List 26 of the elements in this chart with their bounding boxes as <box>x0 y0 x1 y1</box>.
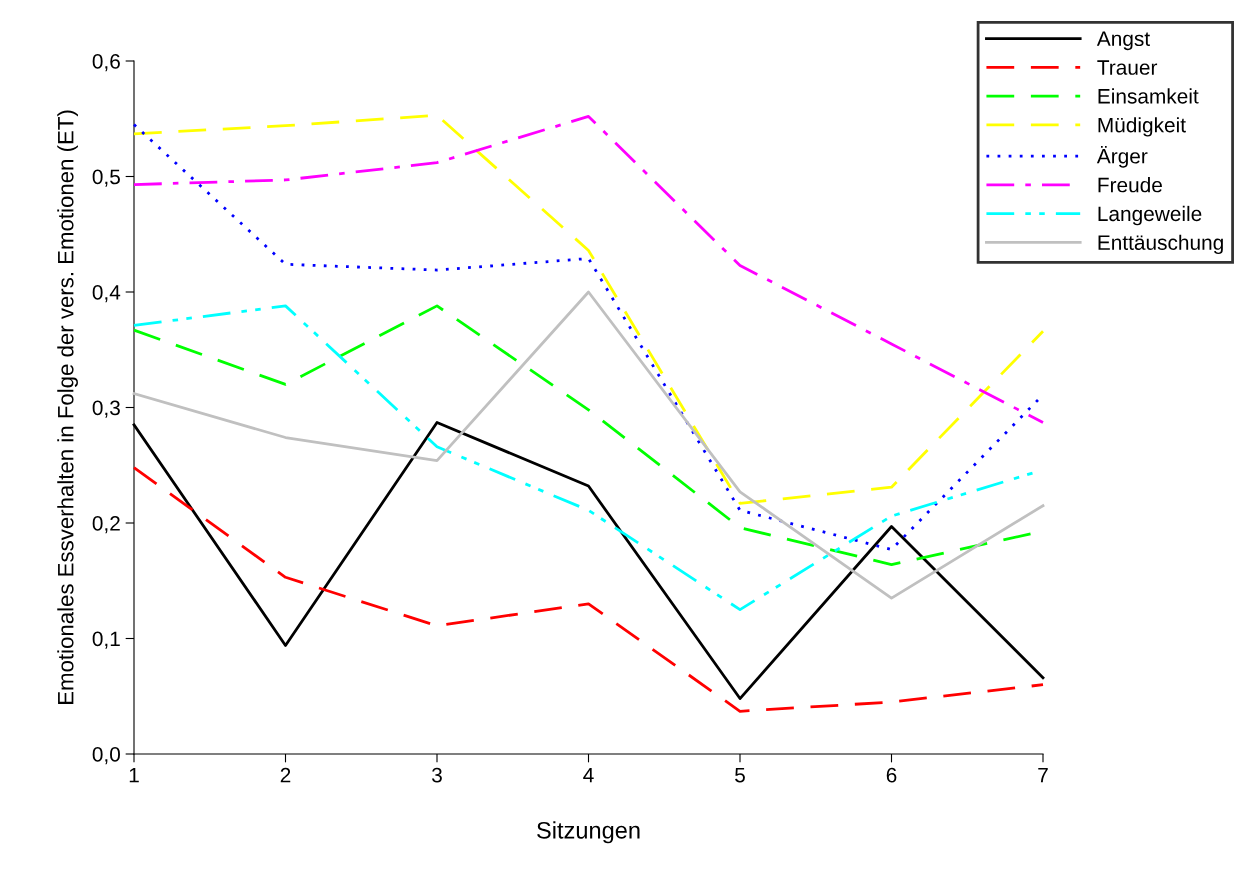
x-tick-label: 7 <box>1038 767 1048 783</box>
line-series <box>132 115 1045 424</box>
x-tick-label: 1 <box>129 767 139 783</box>
y-tick-label: 0,6 <box>92 54 120 72</box>
legend-label: Angst <box>1096 31 1150 51</box>
y-tick-label: 0,3 <box>92 400 120 418</box>
legend-label: Müdigkeit <box>1098 117 1186 137</box>
y-tick-label: 0,0 <box>92 747 120 765</box>
legend-label: Einsamkeit <box>1098 88 1199 104</box>
legend-label: Ärger <box>1096 145 1148 168</box>
y-tick-label: 0,4 <box>92 285 121 303</box>
y-tick-label: 0,1 <box>92 631 120 649</box>
legend-label: Trauer <box>1097 60 1158 75</box>
legend-label: Langeweile <box>1098 205 1202 226</box>
x-axis-title: Sitzungen <box>537 821 640 844</box>
y-tick-label: 0,5 <box>92 169 120 187</box>
legend-label: Freude <box>1098 177 1162 193</box>
y-tick-label: 0,2 <box>92 516 120 534</box>
x-tick-label: 3 <box>432 767 442 783</box>
legend-label: Enttäuschung <box>1098 234 1223 255</box>
x-tick-label: 4 <box>583 767 594 783</box>
x-tick-label: 5 <box>735 767 745 783</box>
x-tick-label: 6 <box>886 767 897 783</box>
x-tick-label: 2 <box>280 767 291 783</box>
y-axis-title: Emotionales Essverhalten in Folge der vers. Emotionen (ET) <box>57 110 78 704</box>
line-series <box>132 466 1045 713</box>
